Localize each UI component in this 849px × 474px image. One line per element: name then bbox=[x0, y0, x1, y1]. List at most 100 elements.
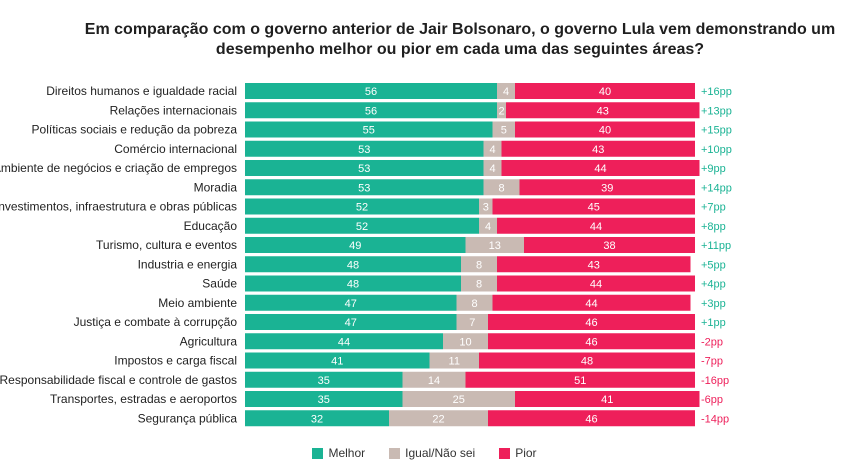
bar-segment-pior bbox=[492, 198, 695, 215]
bar-segment-pior bbox=[479, 352, 695, 369]
legend-label-melhor: Melhor bbox=[328, 446, 366, 460]
bar-segment-melhor bbox=[245, 294, 457, 311]
data-label-melhor: 44 bbox=[338, 336, 350, 348]
difference-label: +9pp bbox=[701, 163, 726, 175]
bar-segment-pior bbox=[488, 314, 695, 330]
bar-segment-pior bbox=[465, 371, 695, 388]
data-label-pior: 40 bbox=[599, 86, 611, 98]
difference-label: +5pp bbox=[701, 259, 726, 271]
data-label-igual: 13 bbox=[489, 240, 501, 252]
difference-label: +7pp bbox=[701, 202, 726, 214]
bar-segment-igual bbox=[443, 333, 488, 350]
data-label-melhor: 35 bbox=[318, 394, 330, 406]
data-label-pior: 44 bbox=[594, 163, 606, 175]
data-label-pior: 44 bbox=[585, 298, 597, 310]
chart-title-line-1: Em comparação com o governo anterior de … bbox=[84, 21, 836, 38]
bar-segment-pior bbox=[492, 294, 691, 311]
data-label-igual: 4 bbox=[489, 144, 495, 156]
bar-segment-melhor bbox=[245, 256, 461, 273]
category-label: Relações internacionais bbox=[110, 103, 237, 117]
difference-label: +1pp bbox=[701, 317, 726, 329]
difference-label: +3pp bbox=[701, 298, 726, 310]
stacked-bar-chart: Direitos humanos e igualdade racial 56 4 40… bbox=[0, 83, 732, 427]
bar-segment-melhor bbox=[245, 160, 484, 176]
data-label-pior: 41 bbox=[601, 394, 613, 406]
bar-segment-melhor bbox=[245, 140, 484, 157]
data-label-igual: 14 bbox=[428, 375, 440, 387]
category-label: Saúde bbox=[202, 277, 237, 291]
data-label-pior: 46 bbox=[585, 413, 597, 425]
category-label: Meio ambiente bbox=[158, 296, 237, 310]
bar-segment-igual bbox=[479, 198, 493, 215]
bar-segment-igual bbox=[492, 121, 515, 138]
bar-segment-pior bbox=[497, 217, 695, 234]
bar-segment-igual bbox=[461, 256, 497, 273]
data-label-melhor: 48 bbox=[347, 259, 359, 271]
bar-segment-pior bbox=[524, 237, 695, 253]
bar-segment-pior bbox=[515, 391, 700, 407]
bar-segment-melhor bbox=[245, 217, 479, 234]
difference-label: +8pp bbox=[701, 221, 726, 233]
bar-segment-pior bbox=[506, 102, 700, 119]
bar-segment-melhor bbox=[245, 352, 430, 369]
data-label-igual: 8 bbox=[471, 298, 477, 310]
bar-segment-pior bbox=[488, 333, 695, 350]
data-label-igual: 10 bbox=[459, 336, 471, 348]
difference-label: +15pp bbox=[701, 125, 732, 137]
category-label: Industria e energia bbox=[138, 257, 238, 271]
data-label-melhor: 52 bbox=[356, 221, 368, 233]
bar-segment-igual bbox=[483, 160, 502, 176]
difference-label: -16pp bbox=[701, 375, 729, 387]
data-label-igual: 5 bbox=[501, 125, 507, 137]
data-label-melhor: 52 bbox=[356, 202, 368, 214]
bar-segment-melhor bbox=[245, 179, 484, 196]
category-label: Políticas sociais e redução da pobreza bbox=[32, 123, 238, 137]
bar-segment-melhor bbox=[245, 198, 479, 215]
bar-segment-igual bbox=[429, 352, 479, 369]
bar-segment-igual bbox=[465, 237, 524, 253]
bar-segment-igual bbox=[456, 294, 493, 311]
category-label: Ambiente de negócios e criação de empreg… bbox=[0, 161, 237, 175]
difference-label: -14pp bbox=[701, 413, 729, 425]
data-label-pior: 39 bbox=[601, 182, 613, 194]
data-label-melhor: 48 bbox=[347, 279, 359, 291]
bar-segment-pior bbox=[501, 140, 695, 157]
legend-label-igual: Igual/Não sei bbox=[405, 446, 476, 460]
data-label-igual: 8 bbox=[476, 279, 482, 291]
bar-segment-melhor bbox=[245, 237, 466, 253]
data-label-melhor: 56 bbox=[365, 86, 377, 98]
category-label: Segurança pública bbox=[138, 411, 238, 425]
bar-segment-igual bbox=[483, 140, 502, 157]
bar-segment-pior bbox=[497, 275, 695, 292]
data-label-pior: 40 bbox=[599, 125, 611, 137]
data-label-pior: 43 bbox=[592, 144, 604, 156]
bar-segment-igual bbox=[497, 102, 506, 119]
category-label: Direitos humanos e igualdade racial bbox=[46, 84, 237, 98]
bar-segment-melhor bbox=[245, 391, 403, 407]
bar-segment-melhor bbox=[245, 410, 389, 427]
data-label-melhor: 53 bbox=[358, 182, 370, 194]
bar-segment-melhor bbox=[245, 275, 461, 292]
category-label: Transportes, estradas e aeroportos bbox=[50, 392, 237, 406]
difference-label: +10pp bbox=[701, 144, 732, 156]
legend-swatch-melhor bbox=[312, 447, 324, 459]
difference-label: +4pp bbox=[701, 279, 726, 291]
data-label-pior: 43 bbox=[597, 105, 609, 117]
category-label: Responsabilidade fiscal e controle de ga… bbox=[0, 373, 237, 387]
data-label-melhor: 41 bbox=[331, 356, 343, 368]
category-label: Agricultura bbox=[180, 334, 238, 348]
difference-label: -2pp bbox=[701, 336, 723, 348]
bar-segment-igual bbox=[402, 371, 466, 388]
data-label-igual: 8 bbox=[498, 182, 504, 194]
difference-label: +13pp bbox=[701, 105, 732, 117]
data-label-melhor: 53 bbox=[358, 163, 370, 175]
data-label-pior: 46 bbox=[585, 317, 597, 329]
bar-segment-igual bbox=[456, 314, 488, 330]
legend-item-igual: Igual/Não sei bbox=[389, 446, 475, 460]
data-label-pior: 38 bbox=[603, 240, 615, 252]
data-label-igual: 11 bbox=[449, 356, 460, 368]
data-label-pior: 45 bbox=[588, 202, 600, 214]
data-label-pior: 43 bbox=[588, 259, 600, 271]
bar-segment-melhor bbox=[245, 121, 493, 138]
category-label: Justiça e combate à corrupção bbox=[74, 315, 238, 329]
